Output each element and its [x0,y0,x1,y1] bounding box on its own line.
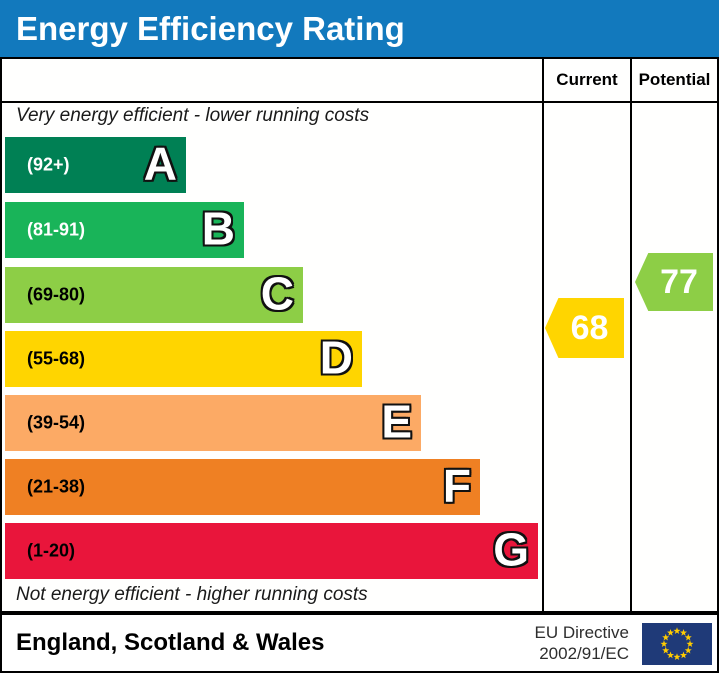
band-g-letter: G [493,523,529,576]
current-rating-marker: 68 [545,298,624,358]
current-rating-value: 68 [570,308,609,347]
band-c: (69-80) C [5,267,303,323]
band-b: (81-91) B [5,202,244,258]
page-title: Energy Efficiency Rating [16,9,405,47]
band-d-range-label: (55-68) [27,348,86,369]
band-g-range-label: (1-20) [27,540,76,561]
band-c-letter: C [260,267,294,320]
band-a-range-label: (92+) [27,154,70,175]
header-separator [2,101,717,103]
band-e-letter: E [381,395,412,448]
band-a: (92+) A [5,137,186,193]
band-b-range-label: (81-91) [27,219,86,240]
band-e-range-label: (39-54) [27,412,86,433]
footer: England, Scotland & Wales EU Directive 2… [0,613,719,673]
region-label: England, Scotland & Wales [16,629,325,656]
eu-directive-line1: EU Directive [534,623,629,642]
top-note: Very energy efficient - lower running co… [16,105,370,126]
current-column-header: Current [556,70,618,89]
bottom-note: Not energy efficient - higher running co… [16,584,368,605]
potential-rating-value: 77 [660,262,698,301]
band-e: (39-54) E [5,395,421,451]
band-d: (55-68) D [5,331,362,387]
band-g: (1-20) G [5,523,538,579]
band-a-letter: A [143,137,177,190]
current-column-divider [542,59,544,611]
band-f-range-label: (21-38) [27,476,86,497]
band-c-range-label: (69-80) [27,284,86,305]
rating-table: Current Potential Very energy efficient … [0,57,719,613]
potential-column-divider [630,59,632,611]
eu-flag-icon [642,623,712,665]
eu-directive-label: EU Directive 2002/91/EC [535,622,629,664]
band-b-letter: B [201,202,235,255]
potential-column-header: Potential [638,70,711,89]
band-f: (21-38) F [5,459,480,515]
potential-rating-marker: 77 [635,253,713,311]
eu-directive-line2: 2002/91/EC [539,644,629,663]
band-d-letter: D [319,331,353,384]
title-bar: Energy Efficiency Rating [0,0,719,57]
band-f-letter: F [442,459,471,512]
